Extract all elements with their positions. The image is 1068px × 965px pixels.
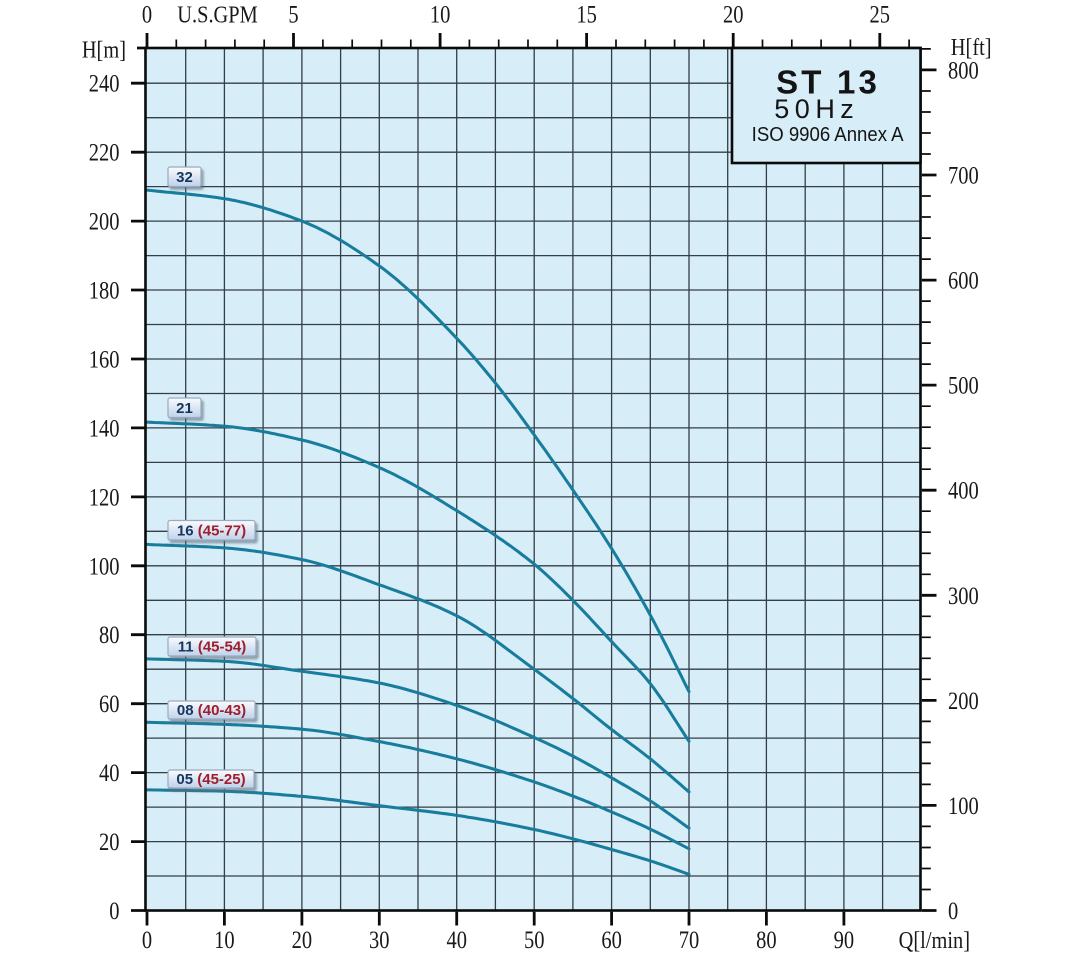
svg-text:160: 160: [89, 346, 120, 373]
svg-text:0: 0: [109, 897, 119, 924]
svg-text:32: 32: [176, 169, 193, 186]
svg-text:240: 240: [89, 70, 120, 97]
svg-text:500: 500: [948, 372, 979, 399]
svg-text:200: 200: [89, 208, 120, 235]
svg-text:800: 800: [948, 57, 979, 84]
svg-text:ST 13: ST 13: [776, 64, 880, 101]
svg-text:21: 21: [176, 400, 193, 417]
svg-text:50Hz: 50Hz: [774, 94, 859, 124]
svg-text:60: 60: [601, 926, 621, 953]
svg-text:100: 100: [948, 792, 979, 819]
svg-text:11 (45-54): 11 (45-54): [178, 639, 246, 656]
svg-text:600: 600: [948, 267, 979, 294]
svg-text:70: 70: [679, 926, 699, 953]
svg-text:400: 400: [948, 477, 979, 504]
svg-text:300: 300: [948, 582, 979, 609]
svg-text:50: 50: [524, 926, 544, 953]
svg-text:15: 15: [576, 1, 596, 28]
svg-text:20: 20: [723, 1, 743, 28]
svg-text:0: 0: [142, 1, 152, 28]
svg-text:180: 180: [89, 277, 120, 304]
svg-text:60: 60: [99, 690, 119, 717]
svg-text:H[m]: H[m]: [82, 36, 126, 63]
svg-text:90: 90: [834, 926, 854, 953]
svg-text:200: 200: [948, 687, 979, 714]
svg-text:H[ft]: H[ft]: [951, 33, 992, 60]
svg-text:20: 20: [99, 828, 119, 855]
svg-text:100: 100: [89, 552, 120, 579]
svg-text:40: 40: [99, 759, 119, 786]
svg-text:05 (45-25): 05 (45-25): [176, 771, 245, 788]
svg-text:220: 220: [89, 139, 120, 166]
svg-text:10: 10: [430, 1, 450, 28]
svg-text:Q[l/min]: Q[l/min]: [899, 926, 970, 953]
svg-text:20: 20: [292, 926, 312, 953]
svg-text:10: 10: [214, 926, 234, 953]
svg-text:0: 0: [948, 897, 958, 924]
svg-text:16 (45-77): 16 (45-77): [177, 523, 246, 540]
svg-text:ISO 9906 Annex A: ISO 9906 Annex A: [752, 124, 904, 146]
svg-text:120: 120: [89, 484, 120, 511]
svg-text:30: 30: [369, 926, 389, 953]
svg-text:0: 0: [142, 926, 152, 953]
svg-text:140: 140: [89, 415, 120, 442]
svg-text:U.S.GPM: U.S.GPM: [177, 1, 258, 28]
svg-text:80: 80: [99, 621, 119, 648]
svg-text:80: 80: [756, 926, 776, 953]
svg-text:5: 5: [288, 1, 298, 28]
svg-text:700: 700: [948, 162, 979, 189]
svg-text:40: 40: [446, 926, 466, 953]
svg-text:25: 25: [870, 1, 890, 28]
svg-text:08 (40-43): 08 (40-43): [177, 702, 246, 719]
